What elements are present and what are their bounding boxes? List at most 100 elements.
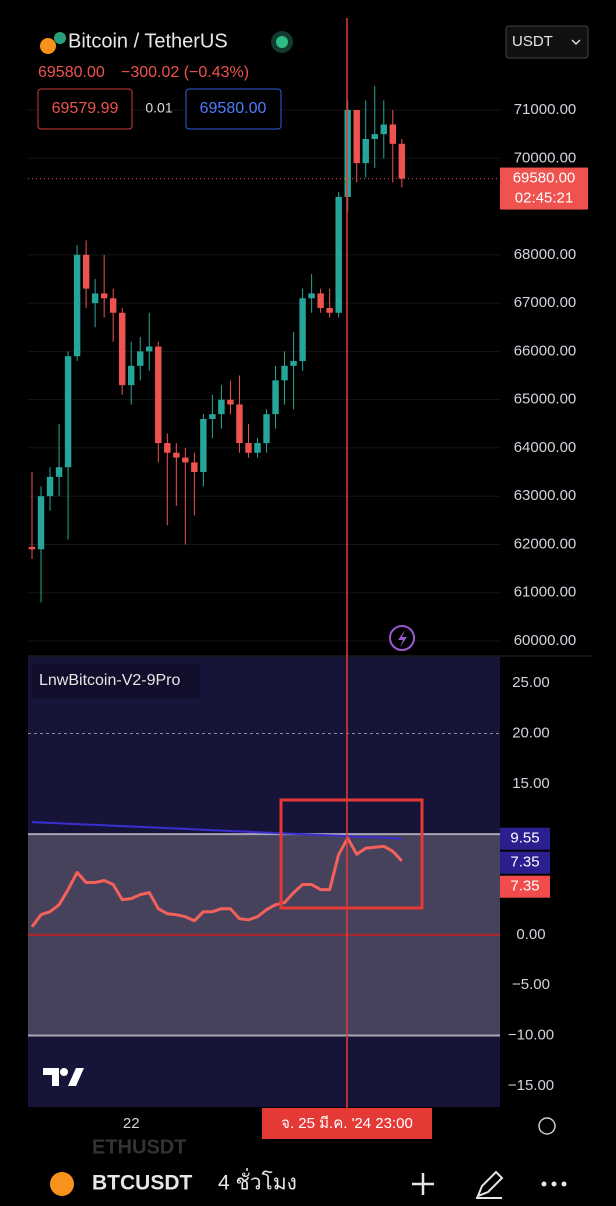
y-tick-label: 66000.00 bbox=[514, 342, 577, 359]
symbol-title: Bitcoin / TetherUS bbox=[68, 30, 228, 52]
x-tick-label: 22 bbox=[123, 1115, 140, 1132]
candle-body bbox=[308, 293, 315, 299]
candle-body bbox=[28, 546, 36, 550]
ask-price[interactable]: 69580.00 bbox=[200, 100, 267, 117]
y-tick-label: −5.00 bbox=[512, 976, 550, 993]
candle-body bbox=[155, 346, 162, 444]
candle-body bbox=[227, 399, 234, 405]
candle-body bbox=[209, 414, 216, 419]
draw-button[interactable] bbox=[476, 1170, 504, 1199]
y-tick-label: 71000.00 bbox=[514, 101, 577, 118]
currency-select[interactable] bbox=[505, 25, 589, 59]
price-change: −300.02 (−0.43%) bbox=[121, 64, 249, 81]
candle-body bbox=[398, 143, 406, 179]
last-price: 69580.00 bbox=[38, 64, 105, 81]
candle-body bbox=[263, 414, 270, 444]
y-tick-label: 0.00 bbox=[516, 926, 545, 943]
candle-body bbox=[146, 346, 153, 352]
y-tick-label: −10.00 bbox=[508, 1026, 554, 1043]
candle-body bbox=[173, 452, 180, 458]
candle-body bbox=[182, 457, 189, 463]
bottom-bar bbox=[0, 1142, 616, 1206]
candle-body bbox=[82, 254, 90, 289]
candle-body bbox=[91, 293, 99, 304]
y-tick-label: −15.00 bbox=[508, 1077, 554, 1094]
candle-body bbox=[100, 293, 108, 299]
price-badge-label: 7.35 bbox=[510, 878, 539, 895]
bid-price[interactable]: 69579.99 bbox=[52, 100, 119, 117]
highlight-box bbox=[279, 798, 424, 910]
candle-body bbox=[128, 365, 135, 386]
y-tick-label: 15.00 bbox=[512, 775, 550, 792]
last-price-badge bbox=[500, 167, 588, 210]
candle-body bbox=[46, 476, 54, 497]
candle-body bbox=[164, 443, 171, 453]
ghost-symbol: ETHUSDT bbox=[92, 1136, 186, 1158]
y-tick-label: 61000.00 bbox=[514, 584, 577, 601]
price-badge-label: 9.55 bbox=[510, 830, 539, 847]
tv-logo bbox=[43, 1068, 84, 1086]
sell-button[interactable] bbox=[37, 88, 133, 130]
candle-body bbox=[236, 404, 243, 444]
candle-body bbox=[119, 312, 126, 386]
candle-body bbox=[281, 365, 288, 381]
candle-body bbox=[353, 110, 360, 164]
countdown: 02:45:21 bbox=[515, 190, 573, 207]
dropdown-icon[interactable] bbox=[571, 39, 581, 46]
y-tick-label: 60000.00 bbox=[514, 632, 577, 649]
candle-body bbox=[64, 356, 72, 468]
symbol[interactable]: BTCUSDT bbox=[92, 1172, 192, 1195]
y-tick-label: 67000.00 bbox=[514, 294, 577, 311]
candle-body bbox=[335, 196, 342, 313]
currency[interactable]: USDT bbox=[512, 33, 553, 50]
buy-button[interactable] bbox=[185, 88, 282, 130]
candle-body bbox=[200, 418, 207, 473]
btc-icon bbox=[40, 38, 56, 54]
crosshair-date: จ. 25 มี.ค. '24 23:00 bbox=[281, 1115, 413, 1132]
tv-logo-dot bbox=[60, 1068, 68, 1076]
candle-body bbox=[290, 361, 297, 366]
candle-body bbox=[55, 467, 63, 477]
interval[interactable]: 4 ชั่วโมง bbox=[218, 1168, 297, 1195]
spread: 0.01 bbox=[145, 100, 172, 116]
candle-body bbox=[299, 298, 306, 362]
candle-body bbox=[317, 293, 324, 308]
y-tick-label: 62000.00 bbox=[514, 535, 577, 552]
candle-body bbox=[191, 462, 198, 473]
settings-icon[interactable] bbox=[538, 1117, 556, 1135]
usdt-icon bbox=[54, 32, 66, 44]
candle-body bbox=[272, 380, 279, 415]
candle-body bbox=[371, 134, 378, 139]
last-price-label: 69580.00 bbox=[513, 170, 576, 187]
price-badge-label: 7.35 bbox=[510, 854, 539, 871]
price-badge bbox=[500, 827, 550, 850]
candle-body bbox=[218, 399, 225, 415]
candle-body bbox=[362, 138, 369, 164]
add-button[interactable] bbox=[412, 1173, 434, 1195]
y-tick-label: 20.00 bbox=[512, 724, 550, 741]
candle-body bbox=[245, 443, 252, 453]
candle-body bbox=[37, 496, 45, 550]
candle-body bbox=[109, 298, 117, 313]
indicator-line bbox=[30, 836, 403, 928]
candle-body bbox=[380, 124, 387, 135]
candle-body bbox=[73, 254, 81, 357]
candle-body bbox=[137, 351, 144, 366]
indicator-line bbox=[31, 821, 402, 840]
price-badge bbox=[500, 851, 550, 874]
crosshair-date-box bbox=[262, 1108, 432, 1139]
indicator-title: LnwBitcoin-V2-9Pro bbox=[39, 672, 181, 689]
y-tick-label: 70000.00 bbox=[514, 149, 577, 166]
btc-icon-bottom bbox=[50, 1172, 74, 1196]
y-tick-label: 64000.00 bbox=[514, 439, 577, 456]
y-tick-label: 65000.00 bbox=[514, 391, 577, 408]
candle-body bbox=[254, 443, 261, 453]
y-tick-label: 25.00 bbox=[512, 674, 550, 691]
more-button[interactable] bbox=[541, 1181, 567, 1187]
status-dot bbox=[276, 36, 288, 48]
candle-body bbox=[389, 124, 396, 144]
lightning-icon[interactable] bbox=[398, 630, 407, 647]
indicator-label-box bbox=[32, 664, 200, 698]
